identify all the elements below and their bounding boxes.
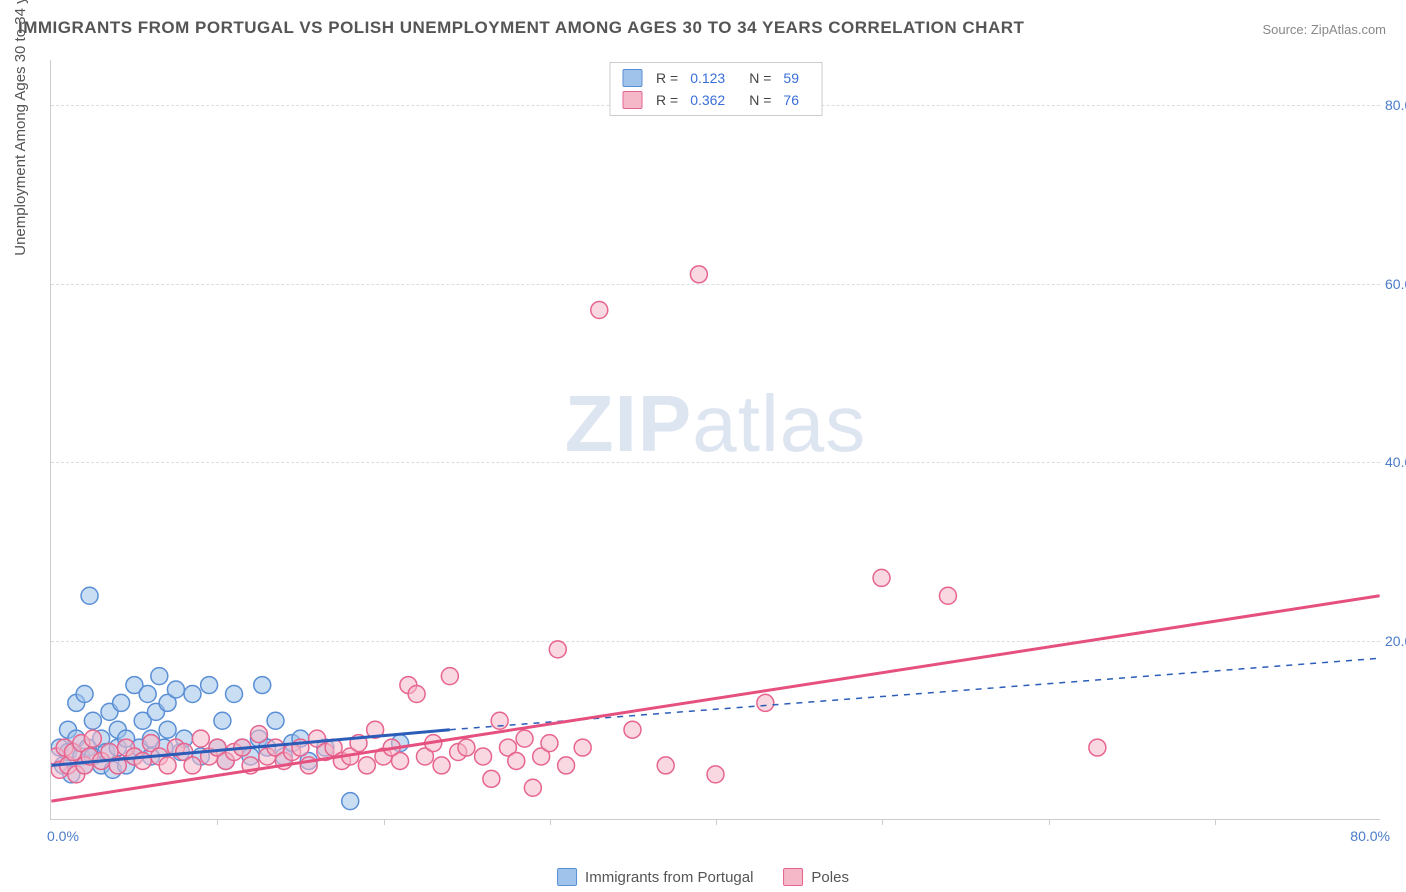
n-value: 76 <box>783 92 799 108</box>
data-point <box>250 726 267 743</box>
data-point <box>574 739 591 756</box>
legend-item-poles: Poles <box>783 868 849 886</box>
data-point <box>483 770 500 787</box>
x-tick-mark <box>1215 819 1216 825</box>
data-point <box>113 694 130 711</box>
data-point <box>657 757 674 774</box>
chart-title: IMMIGRANTS FROM PORTUGAL VS POLISH UNEMP… <box>18 18 1024 38</box>
data-point <box>690 266 707 283</box>
data-point <box>167 681 184 698</box>
x-tick-mark <box>1049 819 1050 825</box>
source-attribution: Source: ZipAtlas.com <box>1262 22 1386 37</box>
swatch-poles <box>622 91 642 109</box>
data-point <box>873 569 890 586</box>
data-point <box>541 735 558 752</box>
y-tick-label: 60.0% <box>1385 276 1406 292</box>
data-point <box>267 712 284 729</box>
plot-area: ZIPatlas R = 0.123 N = 59 R = 0.362 N = … <box>50 60 1380 820</box>
data-point <box>184 757 201 774</box>
r-label: R = <box>656 92 678 108</box>
data-point <box>491 712 508 729</box>
data-point <box>81 587 98 604</box>
swatch-portugal <box>622 69 642 87</box>
legend-label-poles: Poles <box>811 869 849 886</box>
data-point <box>591 302 608 319</box>
y-tick-label: 20.0% <box>1385 633 1406 649</box>
data-point <box>408 685 425 702</box>
r-value: 0.362 <box>690 92 725 108</box>
data-point <box>159 757 176 774</box>
data-point <box>458 739 475 756</box>
y-tick-label: 40.0% <box>1385 454 1406 470</box>
x-tick-mark <box>217 819 218 825</box>
data-point <box>524 779 541 796</box>
data-point <box>84 712 101 729</box>
data-point <box>84 730 101 747</box>
legend-label-portugal: Immigrants from Portugal <box>585 869 753 886</box>
correlation-legend: R = 0.123 N = 59 R = 0.362 N = 76 <box>609 62 822 116</box>
data-point <box>214 712 231 729</box>
x-start-label: 0.0% <box>47 828 79 844</box>
r-label: R = <box>656 70 678 86</box>
legend-item-portugal: Immigrants from Portugal <box>557 868 753 886</box>
r-value: 0.123 <box>690 70 725 86</box>
n-value: 59 <box>783 70 799 86</box>
data-point <box>159 721 176 738</box>
data-point <box>508 752 525 769</box>
data-point <box>433 757 450 774</box>
series-legend: Immigrants from Portugal Poles <box>557 868 849 886</box>
legend-row-portugal: R = 0.123 N = 59 <box>622 67 809 89</box>
data-point <box>516 730 533 747</box>
swatch-portugal-icon <box>557 868 577 886</box>
x-tick-mark <box>384 819 385 825</box>
data-point <box>139 685 156 702</box>
data-point <box>342 793 359 810</box>
n-label: N = <box>749 92 771 108</box>
data-point <box>441 668 458 685</box>
x-tick-mark <box>550 819 551 825</box>
n-label: N = <box>749 70 771 86</box>
data-point <box>192 730 209 747</box>
data-point <box>558 757 575 774</box>
data-point <box>475 748 492 765</box>
data-point <box>358 757 375 774</box>
y-tick-label: 80.0% <box>1385 97 1406 113</box>
chart-svg <box>51 60 1380 819</box>
data-point <box>151 668 168 685</box>
data-point <box>392 752 409 769</box>
x-end-label: 80.0% <box>1350 828 1390 844</box>
x-tick-mark <box>882 819 883 825</box>
data-point <box>624 721 641 738</box>
data-point <box>939 587 956 604</box>
data-point <box>549 641 566 658</box>
data-point <box>757 694 774 711</box>
x-tick-mark <box>716 819 717 825</box>
data-point <box>707 766 724 783</box>
legend-row-poles: R = 0.362 N = 76 <box>622 89 809 111</box>
y-axis-title: Unemployment Among Ages 30 to 34 years <box>12 0 29 256</box>
data-point <box>1089 739 1106 756</box>
data-point <box>226 685 243 702</box>
swatch-poles-icon <box>783 868 803 886</box>
data-point <box>76 685 93 702</box>
data-point <box>134 752 151 769</box>
data-point <box>254 677 271 694</box>
data-point <box>184 685 201 702</box>
data-point <box>201 677 218 694</box>
